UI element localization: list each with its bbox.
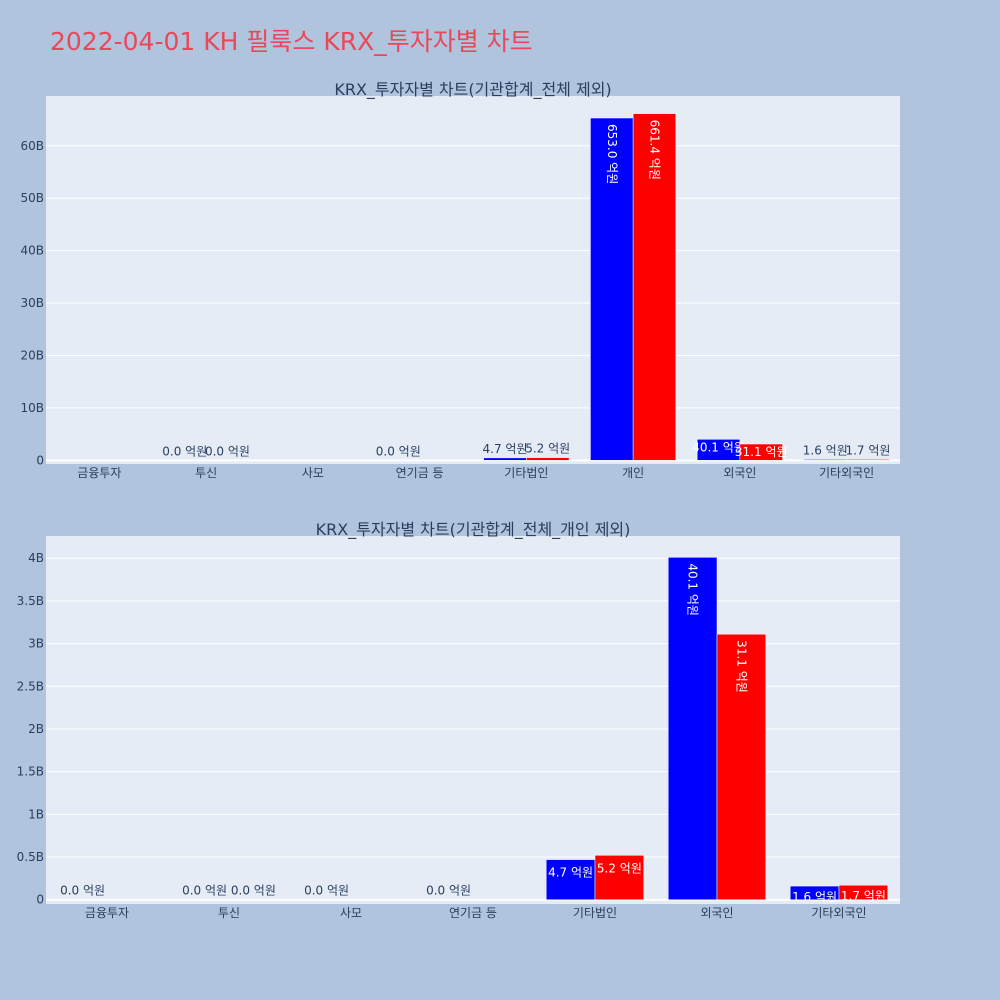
- y-tick-label: 0: [36, 893, 44, 907]
- x-tick-label: 사모: [302, 466, 324, 480]
- y-tick-label: 3.5B: [17, 594, 44, 608]
- chart-title: KRX_투자자별 차트(기관합계_전체 제외): [334, 80, 611, 100]
- data-label: 1.7 억원: [841, 889, 886, 903]
- bar: [803, 459, 847, 461]
- data-label: 0.0 억원: [426, 884, 471, 898]
- bar: [846, 459, 890, 461]
- data-label: 5.2 억원: [525, 442, 570, 456]
- bar: [632, 113, 677, 461]
- data-label: 0.0 억원: [304, 884, 349, 898]
- y-tick-label: 0.5B: [17, 850, 44, 864]
- bar: [483, 457, 527, 461]
- x-tick-label: 금융투자: [85, 906, 129, 920]
- data-label: 4.7 억원: [483, 442, 528, 456]
- data-label: 0.0 억원: [60, 884, 105, 898]
- x-tick-label: 기타외국인: [819, 466, 874, 480]
- x-tick-label: 투신: [218, 906, 240, 920]
- x-tick-label: 연기금 등: [396, 466, 444, 480]
- y-tick-label: 50B: [20, 191, 44, 205]
- chart-title: KRX_투자자별 차트(기관합계_전체_개인 제외): [316, 520, 631, 540]
- bar: [594, 855, 645, 900]
- data-label: 1.6 억원: [792, 890, 837, 904]
- bar: [716, 633, 767, 900]
- y-tick-label: 10B: [20, 401, 44, 415]
- y-tick-label: 40B: [20, 244, 44, 258]
- x-tick-label: 개인: [622, 466, 644, 480]
- y-tick-label: 20B: [20, 348, 44, 362]
- y-tick-label: 3B: [28, 637, 44, 651]
- data-label: 0.0 억원: [162, 444, 207, 458]
- data-label: 31.1 억원: [735, 445, 788, 459]
- x-tick-label: 기타법인: [504, 466, 548, 480]
- data-label: 0.0 억원: [205, 444, 250, 458]
- x-tick-label: 사모: [340, 906, 362, 920]
- x-tick-label: 외국인: [723, 466, 756, 480]
- data-label: 0.0 억원: [376, 444, 421, 458]
- x-tick-label: 연기금 등: [449, 906, 497, 920]
- y-tick-label: 1.5B: [17, 765, 44, 779]
- data-label: 1.6 억원: [803, 443, 848, 457]
- x-tick-label: 투신: [195, 466, 217, 480]
- y-tick-label: 2B: [28, 722, 44, 736]
- x-tick-label: 외국인: [700, 906, 733, 920]
- data-label: 31.1 억원: [734, 640, 748, 693]
- data-label: 1.7 억원: [845, 443, 890, 457]
- plot-area: [46, 536, 900, 904]
- bar: [667, 557, 718, 900]
- bar: [590, 117, 634, 461]
- data-label: 4.7 억원: [548, 866, 593, 880]
- data-label: 653.0 억원: [605, 124, 619, 184]
- y-tick-label: 30B: [20, 296, 44, 310]
- data-label: 661.4 억원: [647, 120, 661, 180]
- y-tick-label: 60B: [20, 139, 44, 153]
- x-tick-label: 금융투자: [77, 466, 121, 480]
- bar: [739, 443, 783, 461]
- chart-1: 0 10B 20B 30B 40B 50B 60B KRX_투자자별 차트(기관합계_전체 제…: [20, 80, 900, 480]
- data-label: 5.2 억원: [597, 861, 642, 875]
- page-title: 2022-04-01 KH 필룩스 KRX_투자자별 차트: [50, 27, 533, 56]
- bar: [526, 457, 570, 461]
- data-label: 0.0 억원: [182, 884, 227, 898]
- y-tick-label: 1B: [28, 807, 44, 821]
- x-tick-label: 기타외국인: [811, 906, 866, 920]
- bar: [838, 884, 889, 900]
- data-label: 0.0 억원: [231, 884, 276, 898]
- chart-2: 0 0.5B 1B 1.5B 2B 2.5B 3B 3.5B 4B KRX_투자자별 차트(기관합…: [17, 520, 900, 920]
- x-tick-label: 기타법인: [573, 906, 617, 920]
- y-tick-label: 0: [36, 453, 44, 467]
- plot-area: [46, 96, 900, 464]
- y-tick-label: 2.5B: [17, 679, 44, 693]
- data-label: 40.1 억원: [686, 563, 700, 616]
- y-tick-label: 4B: [28, 551, 44, 565]
- data-label: 40.1 억원: [692, 440, 745, 454]
